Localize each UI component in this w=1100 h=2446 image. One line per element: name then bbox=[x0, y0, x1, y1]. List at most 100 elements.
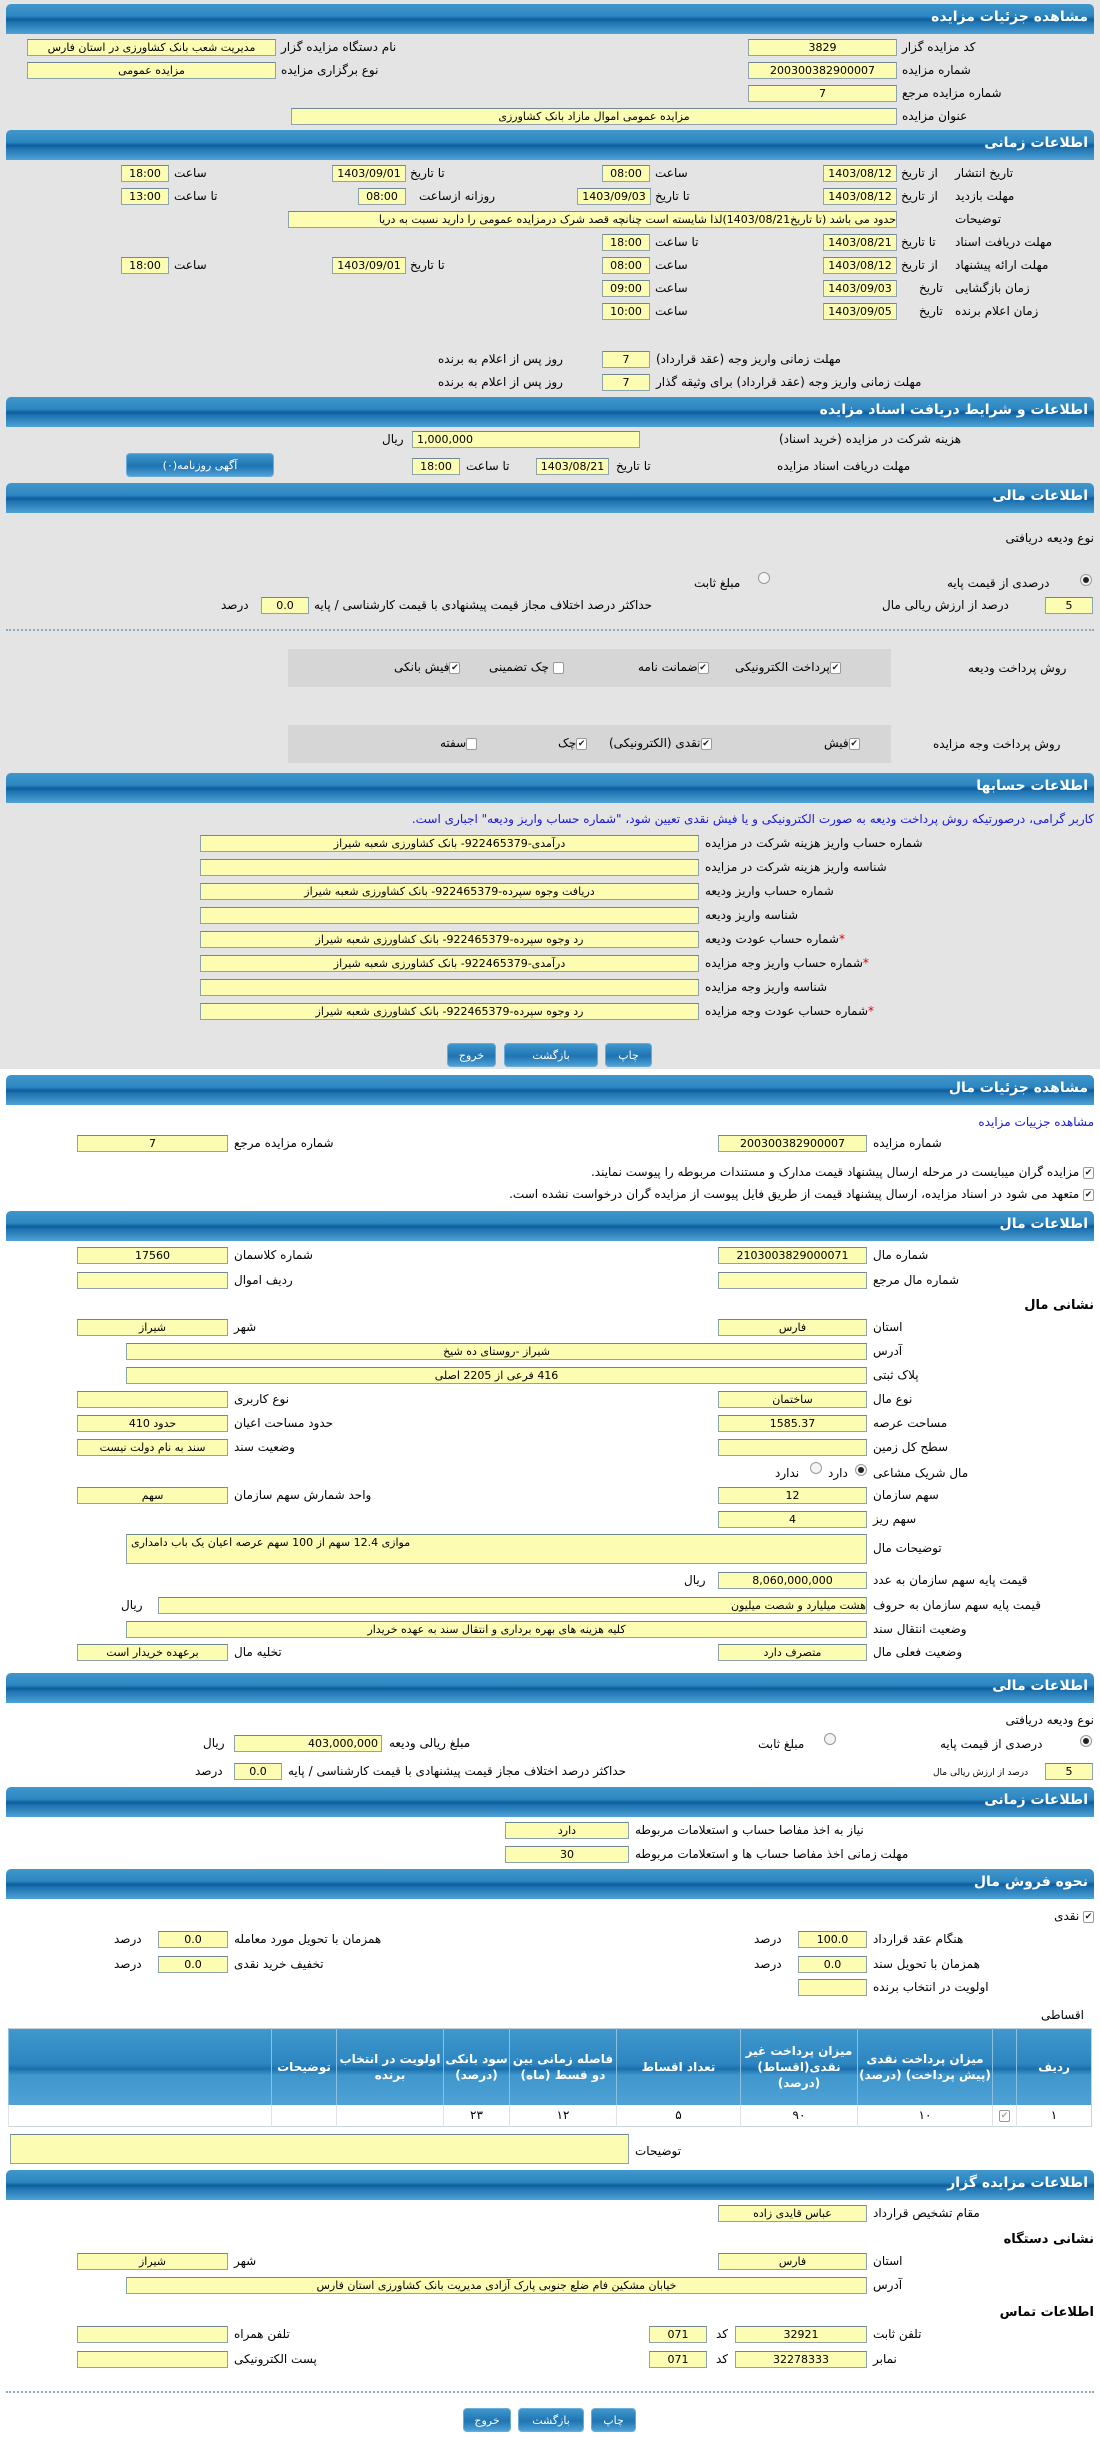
item-kind-field[interactable]: ساختمان bbox=[718, 1391, 867, 1408]
org-address-field[interactable]: خیابان مشکین فام ضلع جنوبی پارک آزادی مد… bbox=[126, 2277, 867, 2294]
max-diff-field[interactable]: 0.0 bbox=[234, 1763, 282, 1780]
checkbox-unchecked[interactable] bbox=[466, 737, 478, 750]
reference-number-field[interactable]: 7 bbox=[77, 1135, 228, 1152]
auction-number-field[interactable]: 200300382900007 bbox=[748, 62, 897, 79]
deposit-method-bank-slip[interactable]: ✔فیش بانکی bbox=[394, 659, 461, 676]
checkbox-checked[interactable]: ✔ bbox=[700, 737, 712, 750]
plate-field[interactable]: 416 فرعی از 2205 اصلی bbox=[126, 1367, 867, 1384]
ref-item-field[interactable] bbox=[718, 1272, 867, 1289]
account-field[interactable]: دریافت وجوه سپرده-922465379- بانک کشاورز… bbox=[200, 883, 699, 900]
organization-field[interactable]: مدیریت شعب بانک کشاورزی در استان فارس bbox=[27, 39, 276, 56]
account-field[interactable]: رد وجوه سپرده-922465379- بانک کشاورزی شع… bbox=[200, 1003, 699, 1020]
offer-from-time[interactable]: 08:00 bbox=[602, 257, 650, 274]
winner-date[interactable]: 1403/09/05 bbox=[823, 303, 897, 320]
opening-time[interactable]: 09:00 bbox=[602, 280, 650, 297]
checkbox-checked[interactable]: ✔ bbox=[829, 661, 841, 674]
back-button[interactable]: بازگشت bbox=[518, 2408, 584, 2432]
account-field[interactable]: درآمدی-922465379- بانک کشاورزی شعبه شیرا… bbox=[200, 955, 699, 972]
auction-details-link[interactable]: مشاهده جزییات مزایده bbox=[978, 1115, 1094, 1129]
discount-field[interactable]: 0.0 bbox=[158, 1956, 228, 1973]
deed-status-field[interactable]: سند به نام دولت نیست bbox=[77, 1439, 228, 1456]
authority-field[interactable]: عباس قایدی زاده bbox=[718, 2205, 867, 2222]
visit-daily-from[interactable]: 08:00 bbox=[358, 188, 406, 205]
current-status-field[interactable]: متصرف دارد bbox=[718, 1644, 867, 1661]
visit-to-date[interactable]: 1403/09/03 bbox=[577, 188, 651, 205]
publish-to-date[interactable]: 1403/09/01 bbox=[332, 165, 406, 182]
notes-field[interactable]: حدود می باشد (تا تاریخ1403/08/21)لذا شای… bbox=[288, 211, 897, 228]
email-field[interactable] bbox=[77, 2351, 228, 2368]
deposit-percent-field[interactable]: 5 bbox=[1045, 1763, 1093, 1780]
publish-to-time[interactable]: 18:00 bbox=[121, 165, 169, 182]
docs-deadline-date[interactable]: 1403/08/21 bbox=[536, 458, 609, 475]
exit-button[interactable]: خروج bbox=[447, 1043, 496, 1067]
checkbox-checked[interactable]: ✔ bbox=[1083, 1910, 1094, 1923]
shared-no-radio[interactable] bbox=[810, 1462, 822, 1474]
org-share-field[interactable]: 12 bbox=[718, 1487, 867, 1504]
city-field[interactable]: شیراز bbox=[77, 1319, 228, 1336]
fee-field[interactable]: 1,000,000 bbox=[412, 431, 640, 448]
auction-type-field[interactable]: مزایده عمومی bbox=[27, 62, 276, 79]
checkbox-checked[interactable]: ✔ bbox=[1083, 1166, 1094, 1179]
offer-to-date[interactable]: 1403/09/01 bbox=[332, 257, 406, 274]
payment-method-cash[interactable]: ✔نقدی (الکترونیکی) bbox=[609, 735, 712, 752]
checkbox-checked[interactable]: ✔ bbox=[848, 737, 860, 750]
docs-deadline-time[interactable]: 18:00 bbox=[412, 458, 460, 475]
sale-notes-field[interactable] bbox=[10, 2134, 629, 2164]
base-price-number-field[interactable]: 8,060,000,000 bbox=[718, 1572, 867, 1589]
fax-field[interactable]: 32278333 bbox=[735, 2351, 867, 2368]
fixed-amount-radio[interactable] bbox=[758, 572, 770, 584]
delivery-percent-field[interactable]: 0.0 bbox=[158, 1931, 228, 1948]
reference-number-field[interactable]: 7 bbox=[748, 85, 897, 102]
winner-time[interactable]: 10:00 bbox=[602, 303, 650, 320]
province-field[interactable]: فارس bbox=[718, 2253, 867, 2270]
contract-percent-field[interactable]: 100.0 bbox=[798, 1931, 867, 1948]
visit-to-time[interactable]: 13:00 bbox=[121, 188, 169, 205]
address-field[interactable]: شیراز -روستای ده شیخ bbox=[126, 1343, 867, 1360]
checkbox-checked-disabled[interactable]: ✔ bbox=[999, 2109, 1010, 2122]
cash-option[interactable]: ✔ نقدی bbox=[1054, 1908, 1094, 1925]
checkbox-checked[interactable]: ✔ bbox=[576, 737, 588, 750]
asset-row-field[interactable] bbox=[77, 1272, 228, 1289]
print-button[interactable]: چاپ bbox=[605, 1043, 652, 1067]
phone-field[interactable]: 32921 bbox=[735, 2326, 867, 2343]
max-diff-field[interactable]: 0.0 bbox=[261, 597, 309, 614]
visit-from-date[interactable]: 1403/08/12 bbox=[823, 188, 897, 205]
percent-radio[interactable] bbox=[1080, 1735, 1092, 1747]
percent-radio[interactable] bbox=[1080, 574, 1092, 586]
auction-subject-field[interactable]: مزایده عمومی اموال مازاد بانک کشاورزی bbox=[291, 108, 897, 125]
payment-method-slip[interactable]: ✔فیش bbox=[824, 735, 860, 752]
payment-method-check[interactable]: ✔چک bbox=[558, 735, 588, 752]
exit-button[interactable]: خروج bbox=[463, 2408, 511, 2432]
auction-number-field[interactable]: 200300382900007 bbox=[718, 1135, 867, 1152]
collateral-deadline-days[interactable]: 7 bbox=[602, 374, 650, 391]
transfer-status-field[interactable]: کلیه هزینه های بهره برداری و انتقال سند … bbox=[126, 1621, 867, 1638]
province-field[interactable]: فارس bbox=[718, 1319, 867, 1336]
fixed-amount-radio[interactable] bbox=[824, 1733, 836, 1745]
deposit-method-guarantee[interactable]: ✔ضمانت نامه bbox=[638, 659, 709, 676]
checkbox-checked[interactable]: ✔ bbox=[449, 661, 461, 674]
mobile-field[interactable] bbox=[77, 2326, 228, 2343]
class-number-field[interactable]: 17560 bbox=[77, 1247, 228, 1264]
sub-share-field[interactable]: 4 bbox=[718, 1511, 867, 1528]
city-field[interactable]: شیراز bbox=[77, 2253, 228, 2270]
clearance-time-field[interactable]: 30 bbox=[505, 1846, 629, 1863]
account-field[interactable] bbox=[200, 979, 699, 996]
cell-select[interactable]: ✔ bbox=[992, 2104, 1017, 2127]
clearance-field[interactable]: دارد bbox=[505, 1822, 629, 1839]
share-unit-field[interactable]: سهم bbox=[77, 1487, 228, 1504]
deposit-method-guaranteed-check[interactable]: چک تضمینی bbox=[489, 659, 564, 676]
publish-from-date[interactable]: 1403/08/12 bbox=[823, 165, 897, 182]
total-land-field[interactable] bbox=[718, 1439, 867, 1456]
building-area-field[interactable]: حدود 410 bbox=[77, 1415, 228, 1432]
deed-percent-field[interactable]: 0.0 bbox=[798, 1956, 867, 1973]
deposit-amount-field[interactable]: 403,000,000 bbox=[234, 1735, 382, 1752]
land-area-field[interactable]: 1585.37 bbox=[718, 1415, 867, 1432]
base-price-words-field[interactable]: هشت میلیارد و شصت میلیون bbox=[158, 1597, 867, 1614]
fax-code-field[interactable]: 071 bbox=[649, 2351, 707, 2368]
account-field[interactable]: رد وجوه سپرده-922465379- بانک کشاورزی شع… bbox=[200, 931, 699, 948]
item-description-field[interactable]: موازی 12.4 سهم از 100 سهم عرصه اعیان یک … bbox=[126, 1534, 867, 1564]
deposit-method-electronic[interactable]: ✔پرداخت الکترونیکی bbox=[735, 659, 841, 676]
offer-from-date[interactable]: 1403/08/12 bbox=[823, 257, 897, 274]
account-field[interactable]: درآمدی-922465379- بانک کشاورزی شعبه شیرا… bbox=[200, 835, 699, 852]
docs-to-date[interactable]: 1403/08/21 bbox=[823, 234, 897, 251]
